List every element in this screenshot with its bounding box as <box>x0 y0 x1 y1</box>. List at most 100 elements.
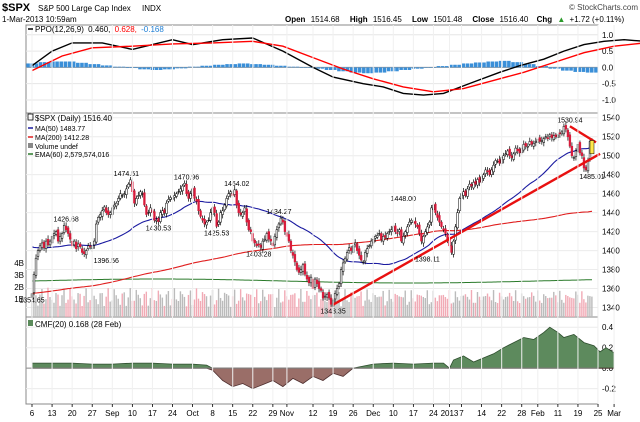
ppo-histogram-bar <box>183 67 188 69</box>
ppo-histogram-bar <box>436 66 441 68</box>
ppo-histogram-bar <box>134 67 138 69</box>
candle-body <box>239 212 242 215</box>
candle-body <box>442 228 445 230</box>
chart-header: $SPX S&P 500 Large Cap Index INDX © Stoc… <box>2 2 638 24</box>
price-annotation: 1403.28 <box>246 251 271 258</box>
ppo-histogram-bar <box>386 67 391 72</box>
candle-body <box>85 250 88 256</box>
candle-body <box>275 229 279 238</box>
ppo-y-tick-label: -0.5 <box>602 80 616 89</box>
candle-body <box>245 208 248 223</box>
volume-bar <box>187 294 190 317</box>
candle-body <box>81 248 84 253</box>
volume-bar <box>33 293 35 317</box>
ppo-histogram-bar <box>573 67 577 72</box>
volume-bar <box>408 301 410 317</box>
candle-body <box>305 275 309 280</box>
volume-bar <box>482 296 485 317</box>
volume-bar <box>549 297 551 317</box>
volume-bar <box>105 296 107 317</box>
ppo-histogram-bar <box>221 64 225 68</box>
volume-bar <box>428 304 431 317</box>
ppo-histogram-bar <box>121 66 126 68</box>
x-tick-label: Oct <box>186 409 199 418</box>
candle-body <box>490 169 493 175</box>
ppo-histogram-bar <box>229 64 233 68</box>
volume-bar <box>253 296 256 317</box>
ppo-histogram-bar <box>590 67 594 73</box>
up-arrow-icon: ▲ <box>557 15 565 24</box>
candle-body <box>267 231 270 240</box>
candle-body <box>574 150 578 157</box>
candle-body <box>297 267 301 273</box>
volume-bar <box>237 300 240 317</box>
volume-bar <box>322 289 324 317</box>
ppo-histogram-bar <box>552 67 557 69</box>
candle-body <box>52 233 56 236</box>
candle-body <box>486 170 489 173</box>
candle-body <box>141 193 144 195</box>
candle-body <box>147 212 150 214</box>
volume-bar <box>249 294 252 317</box>
volume-bar <box>235 303 238 317</box>
volume-bar <box>37 305 39 317</box>
volume-bar <box>270 294 272 317</box>
price-y-tick-label: 1420 <box>602 228 620 237</box>
volume-bar <box>416 294 418 317</box>
candle-body <box>390 229 393 232</box>
candle-body <box>526 145 529 148</box>
volume-bar <box>430 302 433 317</box>
volume-bar <box>149 298 152 317</box>
x-tick-label: 28 <box>517 409 526 418</box>
ema60-legend-label: EMA(60) 2,579,574,016 <box>35 152 109 159</box>
x-tick-label: 24 <box>429 409 438 418</box>
x-tick-label: Mar <box>607 409 621 418</box>
volume-bar <box>121 293 123 317</box>
volume-legend-label: Volume undef <box>35 144 78 151</box>
cmf-legend: CMF(20) 0.168 (28 Feb) <box>28 320 122 329</box>
candle-body <box>466 188 469 197</box>
candle-body <box>159 212 162 222</box>
ppo-histogram-bar <box>216 64 221 68</box>
candle-body <box>273 236 277 246</box>
volume-bar <box>97 304 99 317</box>
price-annotation: 1464.02 <box>224 181 249 188</box>
ppo-histogram-bar <box>204 65 209 68</box>
candle-body <box>508 148 511 156</box>
price-y-tick-label: 1480 <box>602 171 620 180</box>
candle-body <box>68 233 72 240</box>
ppo-histogram-bar <box>494 61 499 68</box>
volume-bar <box>376 297 378 317</box>
candle-body <box>60 233 64 239</box>
x-tick-label: 29 <box>268 409 277 418</box>
volume-bar <box>440 295 443 317</box>
ppo-legend: PPO(12,26,9) 0.460, 0.628, -0.168 <box>28 25 164 34</box>
volume-bar <box>583 299 585 317</box>
ppo-histogram-bar <box>498 60 503 68</box>
ppo-histogram-bar <box>154 67 159 70</box>
volume-bar <box>526 297 529 317</box>
candle-body <box>382 236 385 242</box>
candle-body <box>333 293 337 300</box>
candle-body <box>113 204 116 208</box>
candle-body <box>58 236 62 242</box>
volume-bar <box>276 297 278 317</box>
volume-bar <box>534 301 537 317</box>
price-annotation: 1426.68 <box>53 216 78 223</box>
ppo-histogram-bar <box>577 67 582 72</box>
ppo-name: PPO(12,26,9) <box>35 25 84 34</box>
datetime-text: 1-Mar-2013 10:59am <box>2 15 77 24</box>
volume-bar <box>256 289 258 317</box>
ppo-histogram-bar <box>142 67 146 70</box>
ppo-histogram-bar <box>262 64 267 68</box>
candle-body <box>558 132 562 135</box>
candle-body <box>263 238 266 241</box>
candle-body <box>185 183 188 194</box>
ppo-histogram-bar <box>258 64 262 68</box>
ppo-histogram-bar <box>287 66 291 68</box>
volume-bar <box>410 290 412 317</box>
candle-body <box>247 219 250 230</box>
volume-bar <box>565 294 567 317</box>
ppo-histogram-bar <box>370 67 374 74</box>
candle-body <box>117 198 120 202</box>
